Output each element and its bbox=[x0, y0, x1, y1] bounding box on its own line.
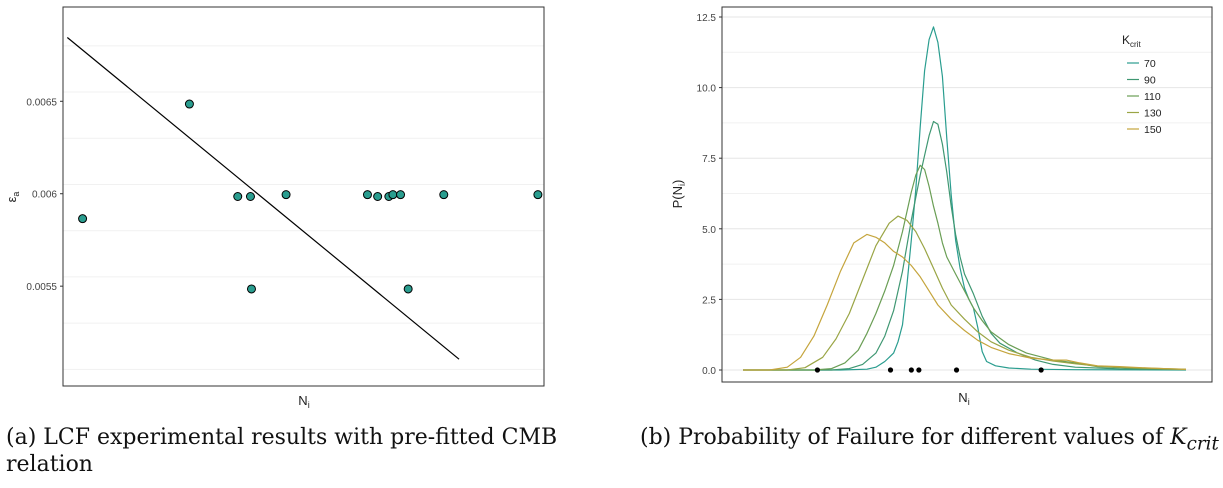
b-y-tick-label: 7.5 bbox=[702, 154, 716, 165]
b-legend-label-130: 130 bbox=[1144, 108, 1162, 120]
caption-b-variable-sub: crit bbox=[1186, 433, 1219, 455]
b-legend-label-110: 110 bbox=[1144, 91, 1161, 103]
b-y-axis-label: P(Ni) bbox=[670, 180, 687, 209]
caption-b-text: (b) Probability of Failure for different… bbox=[640, 425, 1171, 450]
b-legend-label-70: 70 bbox=[1144, 58, 1156, 70]
b-legend-label-150: 150 bbox=[1144, 124, 1162, 136]
caption-b: (b) Probability of Failure for different… bbox=[640, 424, 1220, 457]
b-plot-frame bbox=[721, 6, 1213, 383]
b-observation-point bbox=[916, 367, 922, 373]
a-data-point bbox=[533, 190, 543, 200]
a-fit-line bbox=[66, 37, 460, 360]
caption-b-variable: K bbox=[1170, 425, 1187, 450]
a-y-tick-label: 0.006 bbox=[32, 190, 57, 201]
a-x-axis-label: Ni bbox=[298, 393, 309, 410]
a-grid bbox=[63, 45, 544, 370]
b-y-tick-label: 12.5 bbox=[697, 13, 717, 24]
b-legend: Kcrit 70 90 110 130 150 bbox=[1122, 33, 1162, 136]
a-data-point bbox=[184, 99, 194, 109]
b-grid bbox=[722, 16, 1212, 371]
a-data-point bbox=[246, 284, 256, 294]
b-observation-point bbox=[887, 367, 894, 373]
b-series-line-150 bbox=[743, 233, 1187, 371]
b-x-axis-label: Ni bbox=[958, 390, 969, 407]
b-series-line-130 bbox=[743, 215, 1187, 371]
a-y-tick-label: 0.0055 bbox=[26, 282, 57, 293]
b-series-line-90 bbox=[743, 120, 1187, 371]
a-y-axis-label: εa bbox=[4, 192, 21, 203]
a-data-point bbox=[245, 192, 255, 201]
b-y-tick-label: 5.0 bbox=[702, 225, 716, 236]
chart-a: 0.0055 0.006 0.0065 Ni εa bbox=[4, 6, 545, 410]
b-series-line-110 bbox=[743, 164, 1187, 371]
b-series-lines bbox=[743, 26, 1187, 371]
a-data-point bbox=[396, 190, 406, 200]
b-observation-point bbox=[1038, 367, 1044, 373]
b-y-tick-label: 0.0 bbox=[702, 366, 716, 377]
caption-a: (a) LCF experimental results with pre-fi… bbox=[6, 425, 558, 477]
a-y-ticks: 0.0055 0.006 0.0065 bbox=[26, 97, 63, 293]
b-observation-point bbox=[814, 367, 821, 373]
a-plot-frame bbox=[62, 6, 545, 387]
a-data-point bbox=[362, 190, 372, 200]
b-observation-points bbox=[814, 367, 1044, 373]
b-y-tick-label: 10.0 bbox=[697, 84, 717, 95]
b-observation-point bbox=[908, 367, 914, 373]
a-data-point bbox=[403, 284, 413, 294]
a-data-point bbox=[388, 190, 398, 200]
a-data-point bbox=[281, 190, 291, 200]
b-series-line-70 bbox=[743, 26, 1187, 371]
a-data-point bbox=[439, 190, 449, 200]
b-observation-point bbox=[953, 367, 960, 373]
b-legend-label-90: 90 bbox=[1144, 75, 1156, 87]
b-y-ticks: 0.0 2.5 5.0 7.5 10.0 12.5 bbox=[697, 13, 722, 377]
chart-b: 0.0 2.5 5.0 7.5 10.0 12.5 Kcrit 70 90 110 130 150… bbox=[670, 6, 1213, 407]
b-y-tick-label: 2.5 bbox=[702, 295, 716, 306]
b-legend-title: Kcrit bbox=[1122, 33, 1141, 49]
a-y-tick-label: 0.0065 bbox=[26, 97, 57, 108]
a-points bbox=[78, 99, 543, 294]
a-data-point bbox=[233, 192, 243, 201]
a-data-point bbox=[373, 192, 383, 201]
a-data-point bbox=[78, 214, 88, 224]
